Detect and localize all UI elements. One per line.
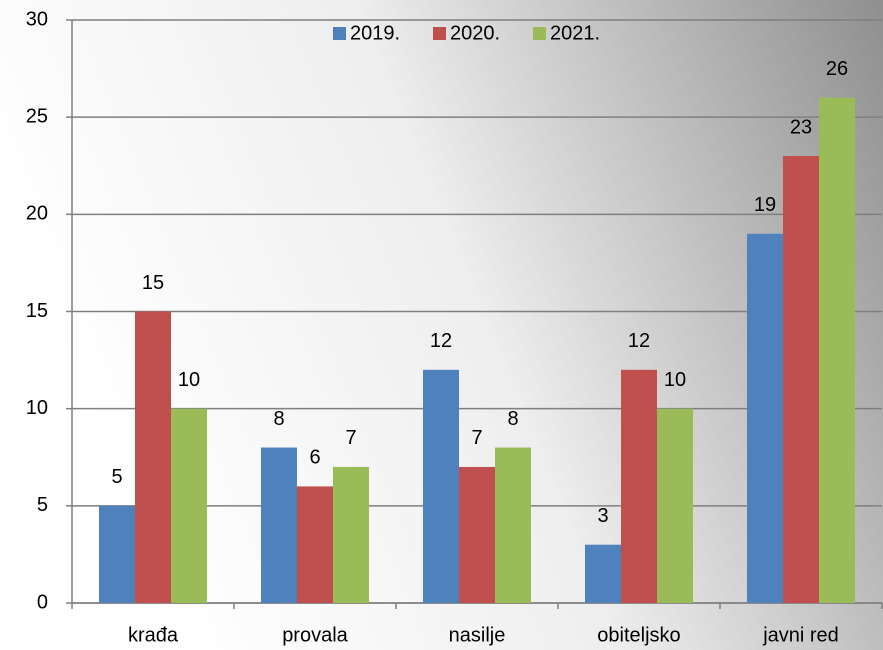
bar [585, 544, 621, 603]
x-tick-label: nasilje [449, 624, 506, 646]
data-label: 7 [345, 427, 356, 449]
y-tick-label: 0 [37, 591, 48, 613]
y-tick-label: 10 [26, 397, 48, 419]
bar [459, 466, 495, 603]
bar [261, 447, 297, 603]
data-label: 10 [178, 369, 200, 391]
bar [819, 97, 855, 603]
legend-swatch [433, 27, 446, 40]
bar [747, 233, 783, 603]
bar [333, 466, 369, 603]
legend-label: 2019. [350, 22, 400, 44]
legend-label: 2020. [450, 22, 500, 44]
bar [783, 156, 819, 604]
data-label: 15 [142, 272, 164, 294]
data-label: 8 [273, 408, 284, 430]
legend-swatch [333, 27, 346, 40]
bar [657, 408, 693, 603]
x-tick-label: obiteljsko [597, 624, 680, 646]
data-label: 19 [754, 194, 776, 216]
y-tick-label: 30 [26, 8, 48, 30]
data-label: 23 [790, 116, 812, 138]
data-label: 12 [628, 330, 650, 352]
data-label: 12 [430, 330, 452, 352]
bar [621, 369, 657, 603]
data-label: 7 [471, 427, 482, 449]
data-label: 8 [507, 408, 518, 430]
bar [135, 311, 171, 603]
data-label: 26 [826, 58, 848, 80]
bar [297, 486, 333, 603]
y-tick-label: 20 [26, 203, 48, 225]
data-label: 6 [309, 447, 320, 469]
y-tick-label: 15 [26, 300, 48, 322]
data-label: 3 [597, 505, 608, 527]
y-tick-label: 25 [26, 105, 48, 127]
data-label: 5 [111, 466, 122, 488]
bar [99, 505, 135, 603]
legend-label: 2021. [550, 22, 600, 44]
legend-swatch [533, 27, 546, 40]
x-tick-label: javni red [762, 624, 839, 646]
bar [171, 408, 207, 603]
x-tick-label: krađa [128, 624, 179, 646]
bar [423, 369, 459, 603]
bar [495, 447, 531, 603]
data-label: 10 [664, 369, 686, 391]
x-tick-label: provala [282, 624, 348, 646]
y-tick-label: 5 [37, 494, 48, 516]
